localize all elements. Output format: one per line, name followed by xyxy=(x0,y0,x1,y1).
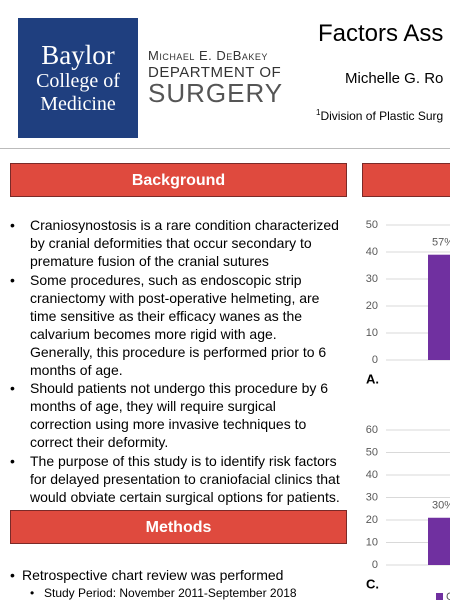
y-tick-label: 10 xyxy=(366,536,378,548)
section-header xyxy=(362,163,450,197)
panel-label: C. xyxy=(366,576,379,591)
bullet-line: Should patients not undergo this procedu… xyxy=(30,380,329,396)
bullet-line: by cranial deformities that occur second… xyxy=(30,235,312,251)
divider xyxy=(0,148,450,149)
logo-text: College of xyxy=(36,70,120,92)
bullet-line: Craniosynostosis is a rare condition cha… xyxy=(30,217,339,233)
y-tick-label: 30 xyxy=(366,273,378,285)
section-header: Methods xyxy=(10,510,347,544)
bullet-dot: • xyxy=(10,217,15,233)
y-tick-label: 40 xyxy=(366,469,378,481)
bullet-line: would obviate certain surgical options f… xyxy=(30,489,340,505)
bar xyxy=(428,254,450,360)
legend-label: C xyxy=(446,591,450,600)
data-label: 57% xyxy=(432,237,450,249)
legend-swatch xyxy=(436,593,443,600)
bullet-line: The purpose of this study is to identify… xyxy=(30,453,337,469)
bullet-line: correct their deformity. xyxy=(30,434,169,450)
bullet-line: calvarium becomes more rigid with age. xyxy=(30,326,277,342)
y-tick-label: 50 xyxy=(366,219,378,231)
section-header: Background xyxy=(10,163,347,197)
bullet-dot: • xyxy=(10,272,15,288)
bullet-line: months of age, they will require surgica… xyxy=(30,398,276,414)
bullet-line: Retrospective chart review was performed xyxy=(22,567,284,583)
bullet-text: Some procedures, such as endoscopic stri… xyxy=(30,271,326,379)
bullet-line: Generally, this procedure is performed p… xyxy=(30,344,327,360)
department: Michael E. DeBakey xyxy=(148,48,268,63)
y-tick-label: 20 xyxy=(366,300,378,312)
bullet-line: time sensitive as their efficacy wanes a… xyxy=(30,308,303,324)
y-tick-label: 30 xyxy=(366,491,378,503)
bullet-line: months of age. xyxy=(30,362,123,378)
bullet-text: The purpose of this study is to identify… xyxy=(30,452,340,506)
bullet-text: Should patients not undergo this procedu… xyxy=(30,379,328,451)
bullet-dot: • xyxy=(10,380,15,396)
y-tick-label: 20 xyxy=(366,514,378,526)
bar xyxy=(428,517,450,565)
author: Michelle G. Ro xyxy=(345,70,444,87)
bullet-text: Study Period: November 2011-September 20… xyxy=(44,586,297,600)
affiliation-mark: 1 xyxy=(316,108,321,117)
bullet-line: for delayed presentation to craniofacial… xyxy=(30,471,340,487)
y-tick-label: 50 xyxy=(366,446,378,458)
panel-label: A. xyxy=(366,371,379,386)
department: SURGERY xyxy=(148,78,284,108)
bullet-text: Retrospective chart review was performed xyxy=(22,566,283,584)
bullet-line: premature fusion of the cranial sutures xyxy=(30,253,269,269)
y-tick-label: 0 xyxy=(372,354,378,366)
y-tick-label: 60 xyxy=(366,424,378,436)
logo-text: Baylor xyxy=(41,40,115,70)
department: DEPARTMENT OF xyxy=(148,64,282,81)
bullet-dot: • xyxy=(10,453,15,469)
y-tick-label: 0 xyxy=(372,559,378,571)
bullet-text: Craniosynostosis is a rare condition cha… xyxy=(30,216,339,270)
bullet-line: Some procedures, such as endoscopic stri… xyxy=(30,272,302,288)
data-label: 30% xyxy=(432,500,450,512)
bullet-line: correction using more invasive technique… xyxy=(30,416,307,432)
affiliation: 1Division of Plastic Surg xyxy=(316,108,443,123)
y-tick-label: 10 xyxy=(366,327,378,339)
affiliation-text: Division of Plastic Surg xyxy=(320,109,444,123)
bullet-line: craniectomy with post-operative helmetin… xyxy=(30,290,320,306)
logo-text: Medicine xyxy=(40,93,116,115)
logo: Baylor College of Medicine xyxy=(18,18,138,138)
title: Factors Ass xyxy=(318,20,444,47)
y-tick-label: 40 xyxy=(366,246,378,258)
